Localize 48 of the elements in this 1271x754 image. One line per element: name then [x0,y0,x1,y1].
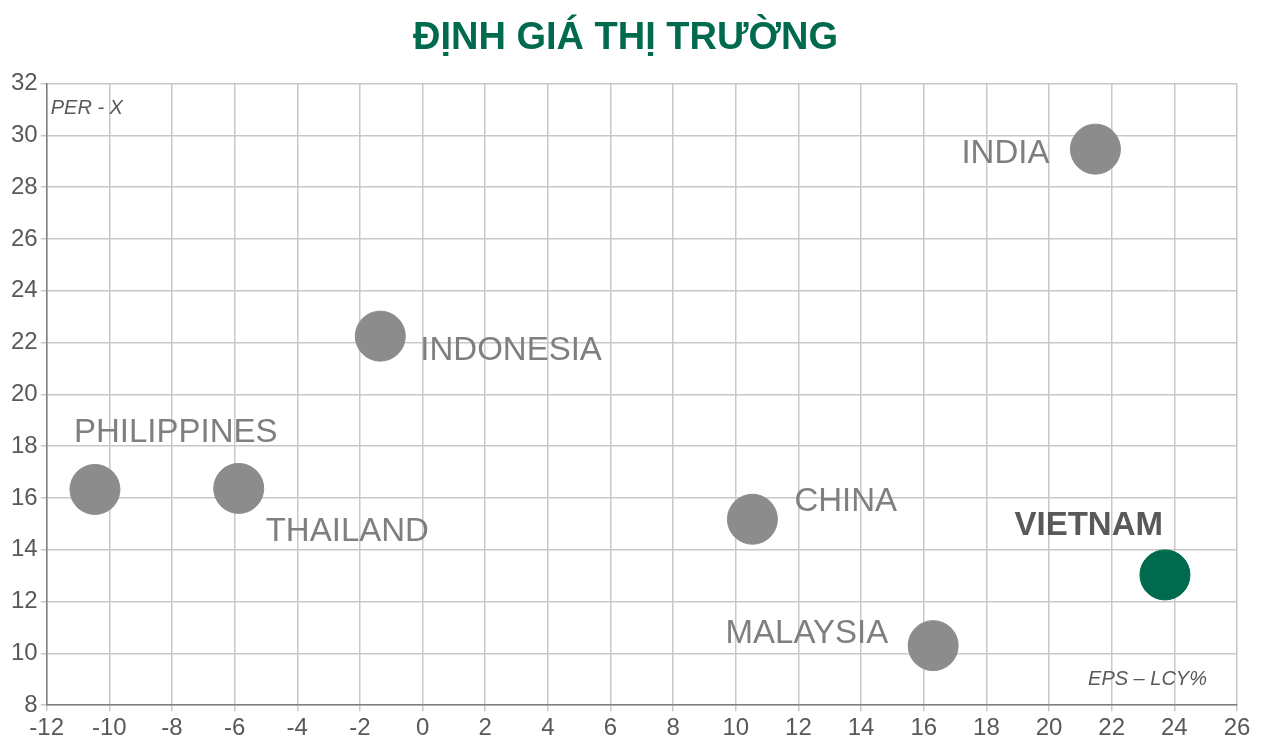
x-tick-label: 16 [910,713,938,741]
y-tick-label: 28 [10,171,38,199]
point [354,310,406,362]
point [726,493,778,545]
x-tick-label: 8 [666,713,680,741]
y-tick-label: 32 [10,68,38,96]
x-tick-label: 18 [973,713,1000,741]
y-axis-title: PER - X [50,96,124,119]
x-tick-label: 10 [722,713,750,741]
x-tick-label: 20 [1035,713,1063,741]
y-tick-label: 16 [10,482,38,510]
y-tick-label: 24 [10,275,38,303]
x-tick-label: 14 [847,713,875,741]
series-label: VIETNAM [1014,505,1163,543]
y-tick-label: 20 [10,379,38,407]
point [1069,123,1121,175]
series-label: CHINA [794,481,898,519]
series-label: THAILAND [265,510,429,548]
x-axis-title: EPS – LCY% [1088,666,1207,689]
x-tick-label: 6 [603,713,618,741]
y-tick-label: 18 [10,430,38,458]
x-tick-label: 22 [1098,713,1126,741]
x-tick-label: 0 [415,713,430,741]
y-tick-label: 22 [10,327,38,355]
point [213,462,265,514]
point [907,620,959,672]
x-tick-label: 26 [1223,713,1251,741]
x-tick-label: -2 [349,713,371,741]
series-label: INDONESIA [420,330,602,368]
series-label: PHILIPPINES [73,411,278,449]
chart-title: ĐỊNH GIÁ THỊ TRƯỜNG [413,14,838,58]
series-label: INDIA [961,133,1050,171]
y-tick-label: 30 [10,120,38,148]
x-tick-label: -4 [286,713,308,741]
y-tick-label: 12 [10,586,38,614]
x-tick-label: 24 [1161,713,1188,741]
y-tick-label: 14 [10,534,38,562]
point [1139,549,1191,601]
y-tick-label: 26 [10,223,38,251]
x-tick-label: 2 [478,713,492,741]
y-tick-label: 10 [10,638,38,666]
series-label: MALAYSIA [725,612,889,650]
x-tick-label: -10 [92,713,127,741]
x-tick-label: -6 [223,713,246,741]
x-tick-label: -8 [161,713,183,741]
point [69,463,121,515]
x-tick-label: 12 [785,713,812,741]
x-tick-label: 4 [541,713,555,741]
